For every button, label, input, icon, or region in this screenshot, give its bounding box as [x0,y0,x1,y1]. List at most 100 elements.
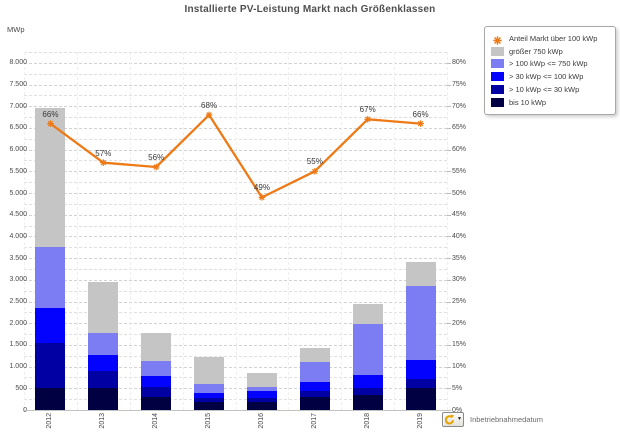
bar-2018-100-kwp-750-kwp[interactable] [352,324,383,376]
bar-2016-10-kwp-30-kwp[interactable] [246,397,277,402]
x-axis-label-2018[interactable]: 2018 [363,413,371,429]
bar-2016-30-kwp-100-kwp[interactable] [246,391,277,398]
bar-2016-bis-10-kwp[interactable] [246,401,277,410]
y-axis-left-tick-label: 6.500 [9,124,27,132]
bar-2012-größer-750-kwp[interactable] [35,108,66,248]
gridline-vertical [182,52,184,410]
bar-2015-10-kwp-30-kwp[interactable] [194,397,225,403]
y-axis-right-tick-mark [447,279,451,281]
y-axis-right-tick-mark [447,236,451,238]
bar-2019-bis-10-kwp[interactable] [405,388,436,410]
y-axis-right-tick-label: 20% [452,319,467,327]
y-axis-left-tick-label: 6.000 [9,146,27,154]
bar-2014-100-kwp-750-kwp[interactable] [141,360,172,377]
bar-2014-größer-750-kwp[interactable] [141,333,172,361]
bar-2018-bis-10-kwp[interactable] [352,394,383,410]
line-point-label: 56% [148,152,165,162]
line-point-label: 57% [95,148,112,158]
y-axis-right-tick-mark [447,171,451,173]
x-axis-label-2019[interactable]: 2019 [416,413,424,429]
bar-2019-30-kwp-100-kwp[interactable] [405,360,436,380]
asterisk-marker-icon [491,33,504,45]
legend-swatch-bis-10-kwp [491,97,504,107]
line-point-marker [152,163,160,171]
line-point-label: 55% [306,157,323,167]
line-point-label: 66% [412,109,429,119]
bar-2012-100-kwp-750-kwp[interactable] [35,247,66,309]
cycle-arrow-icon [444,414,455,425]
dimension-selector: ▼ Inbetriebnahmedatum [442,412,543,427]
legend-label: > 100 kWp <= 750 kWp [509,59,588,69]
y-axis-right-tick-label: 35% [452,254,467,262]
x-axis-label-2016[interactable]: 2016 [257,413,265,429]
y-axis-right-tick-label: 80% [452,59,467,67]
y-axis-right-tick-mark [447,323,451,325]
bar-2015-bis-10-kwp[interactable] [194,402,225,410]
bar-2013-bis-10-kwp[interactable] [88,388,119,410]
bar-2019-größer-750-kwp[interactable] [405,262,436,286]
y-axis-right-tick-label: 70% [452,102,467,110]
bar-2017-größer-750-kwp[interactable] [299,348,330,363]
y-axis-right-tick-label: 40% [452,232,467,240]
bar-2013-größer-750-kwp[interactable] [88,281,119,333]
y-axis-left-tick-label: 7.000 [9,102,27,110]
bar-2018-10-kwp-30-kwp[interactable] [352,388,383,395]
x-axis-label-2015[interactable]: 2015 [205,413,213,429]
gridline-vertical [394,52,396,410]
legend-item-größer-750-kwp: größer 750 kWp [491,45,607,58]
legend-swatch-100-kwp-750-kwp [491,59,504,69]
cycle-group-button[interactable]: ▼ [442,412,464,427]
legend-item-10-kwp-30-kwp: > 10 kWp <= 30 kWp [491,83,607,96]
y-axis-right-tick-mark [447,366,451,368]
x-axis-line [24,410,451,411]
legend-item-bis-10-kwp: bis 10 kWp [491,96,607,109]
legend: Anteil Markt über 100 kWp größer 750 kWp >… [484,26,616,115]
bar-2015-größer-750-kwp[interactable] [194,357,225,385]
bar-2013-100-kwp-750-kwp[interactable] [88,332,119,355]
bar-2015-100-kwp-750-kwp[interactable] [194,384,225,394]
legend-label: > 10 kWp <= 30 kWp [509,85,580,95]
x-axis-label-2017[interactable]: 2017 [310,413,318,429]
x-axis-label-2013[interactable]: 2013 [99,413,107,429]
y-axis-left-tick-label: 8.000 [9,59,27,67]
bar-2018-30-kwp-100-kwp[interactable] [352,375,383,389]
gridline-vertical [288,52,290,410]
y-axis-right-tick-mark [447,214,451,216]
y-axis-right-tick-label: 10% [452,363,467,371]
y-axis-left-tick-label: 1.500 [9,341,27,349]
y-axis-right-tick-label: 25% [452,298,467,305]
y-axis-right-tick-mark [447,388,451,390]
bar-2016-100-kwp-750-kwp[interactable] [246,386,277,392]
bar-2017-100-kwp-750-kwp[interactable] [299,362,330,383]
bar-2019-100-kwp-750-kwp[interactable] [405,285,436,361]
y-axis-right-tick-label: 75% [452,81,467,89]
bar-2012-bis-10-kwp[interactable] [35,387,66,410]
bar-2014-10-kwp-30-kwp[interactable] [141,387,172,397]
x-axis-label-2014[interactable]: 2014 [152,413,160,429]
bar-2017-30-kwp-100-kwp[interactable] [299,382,330,391]
bar-2019-10-kwp-30-kwp[interactable] [405,379,436,389]
y-axis-right-tick-label: 50% [452,189,467,197]
y-axis-left-tick-label: 2.500 [9,298,27,305]
bar-2013-10-kwp-30-kwp[interactable] [88,370,119,389]
bar-2015-30-kwp-100-kwp[interactable] [194,393,225,398]
bar-2014-bis-10-kwp[interactable] [141,396,172,410]
x-axis-label-2012[interactable]: 2012 [46,413,54,429]
bar-2012-30-kwp-100-kwp[interactable] [35,308,66,343]
bar-2016-größer-750-kwp[interactable] [246,372,277,387]
bar-2012-10-kwp-30-kwp[interactable] [35,342,66,388]
y-axis-left-tick-label: 2.000 [9,319,27,327]
y-axis-left-tick-label: 5.000 [9,189,27,197]
legend-item-30-kwp-100-kwp: > 30 kWp <= 100 kWp [491,70,607,83]
gridline-vertical [447,52,448,410]
y-axis-right-tick-mark [447,84,451,86]
bar-2013-30-kwp-100-kwp[interactable] [88,354,119,371]
bar-2014-30-kwp-100-kwp[interactable] [141,376,172,388]
legend-swatch-30-kwp-100-kwp [491,72,504,82]
bar-2017-bis-10-kwp[interactable] [299,396,330,410]
bar-2017-10-kwp-30-kwp[interactable] [299,390,330,397]
y-axis-right-tick-label: 15% [452,341,467,349]
gridline-vertical [235,52,237,410]
bar-2018-größer-750-kwp[interactable] [352,304,383,325]
